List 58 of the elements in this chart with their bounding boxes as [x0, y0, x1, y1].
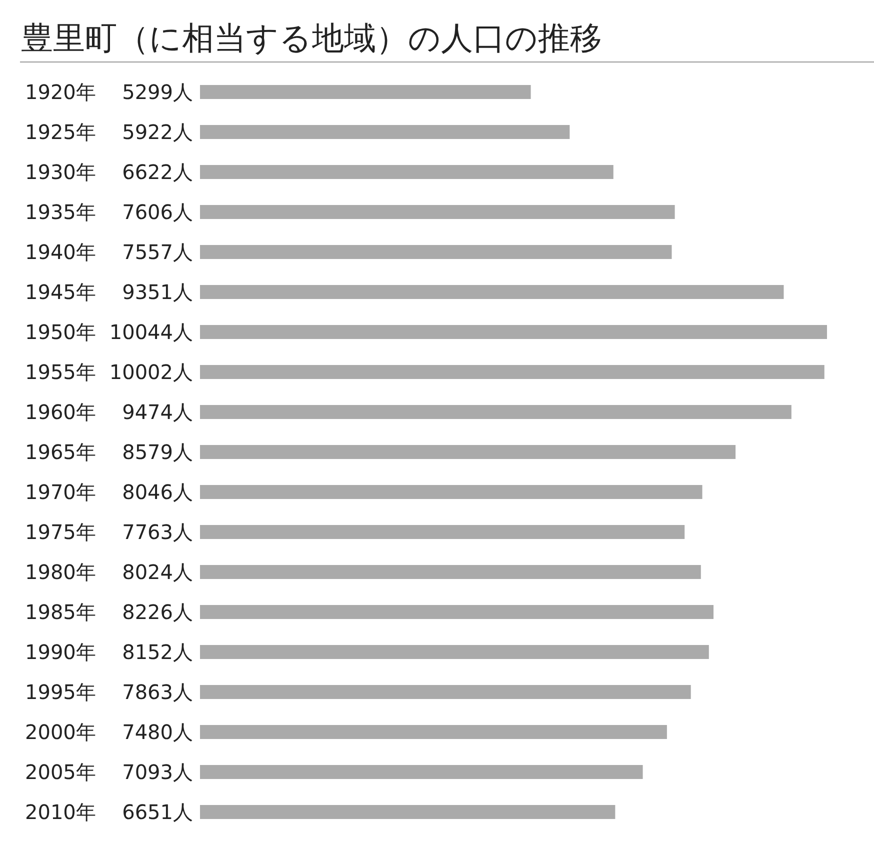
data-label: 7557人: [122, 240, 193, 264]
chart-title: 豊里町（に相当する地域）の人口の推移: [21, 19, 602, 57]
data-label: 7093人: [122, 760, 193, 784]
data-label: 8046人: [122, 480, 193, 504]
data-label: 8226人: [122, 600, 193, 624]
y-tick-label: 1955年: [25, 360, 96, 384]
data-label: 8579人: [122, 440, 193, 464]
y-tick-label: 1975年: [25, 520, 96, 544]
bar: [200, 725, 667, 739]
data-label: 7763人: [122, 520, 193, 544]
y-tick-label: 1950年: [25, 320, 96, 344]
bar: [200, 405, 792, 419]
data-label: 7606人: [122, 200, 193, 224]
bar: [200, 285, 784, 299]
y-tick-label: 1990年: [25, 640, 96, 664]
y-tick-label: 1995年: [25, 680, 96, 704]
bar: [200, 125, 570, 139]
y-tick-label: 1930年: [25, 160, 96, 184]
bar: [200, 565, 701, 579]
y-tick-label: 1970年: [25, 480, 96, 504]
bar: [200, 485, 702, 499]
data-label: 10002人: [109, 360, 193, 384]
y-tick-label: 1960年: [25, 400, 96, 424]
data-label: 5299人: [122, 80, 193, 104]
y-tick-label: 2010年: [25, 800, 96, 824]
y-tick-label: 1935年: [25, 200, 96, 224]
bar: [200, 165, 614, 179]
data-label: 9474人: [122, 400, 193, 424]
bar: [200, 445, 736, 459]
data-label: 7480人: [122, 720, 193, 744]
y-tick-label: 1980年: [25, 560, 96, 584]
bar: [200, 325, 827, 339]
y-tick-label: 1925年: [25, 120, 96, 144]
data-label: 8024人: [122, 560, 193, 584]
data-label: 6622人: [122, 160, 193, 184]
bar: [200, 645, 709, 659]
bar: [200, 365, 824, 379]
data-label: 6651人: [122, 800, 193, 824]
bar: [200, 525, 685, 539]
data-label: 5922人: [122, 120, 193, 144]
y-tick-label: 2000年: [25, 720, 96, 744]
y-tick-label: 2005年: [25, 760, 96, 784]
y-tick-label: 1985年: [25, 600, 96, 624]
y-tick-label: 1945年: [25, 280, 96, 304]
y-tick-label: 1940年: [25, 240, 96, 264]
data-label: 9351人: [122, 280, 193, 304]
bar: [200, 685, 691, 699]
bar: [200, 765, 643, 779]
y-tick-label: 1920年: [25, 80, 96, 104]
bar: [200, 605, 714, 619]
bar: [200, 205, 675, 219]
data-label: 8152人: [122, 640, 193, 664]
bar: [200, 805, 616, 819]
y-tick-label: 1965年: [25, 440, 96, 464]
bar: [200, 245, 672, 259]
data-label: 7863人: [122, 680, 193, 704]
data-label: 10044人: [109, 320, 193, 344]
bar: [200, 85, 531, 99]
